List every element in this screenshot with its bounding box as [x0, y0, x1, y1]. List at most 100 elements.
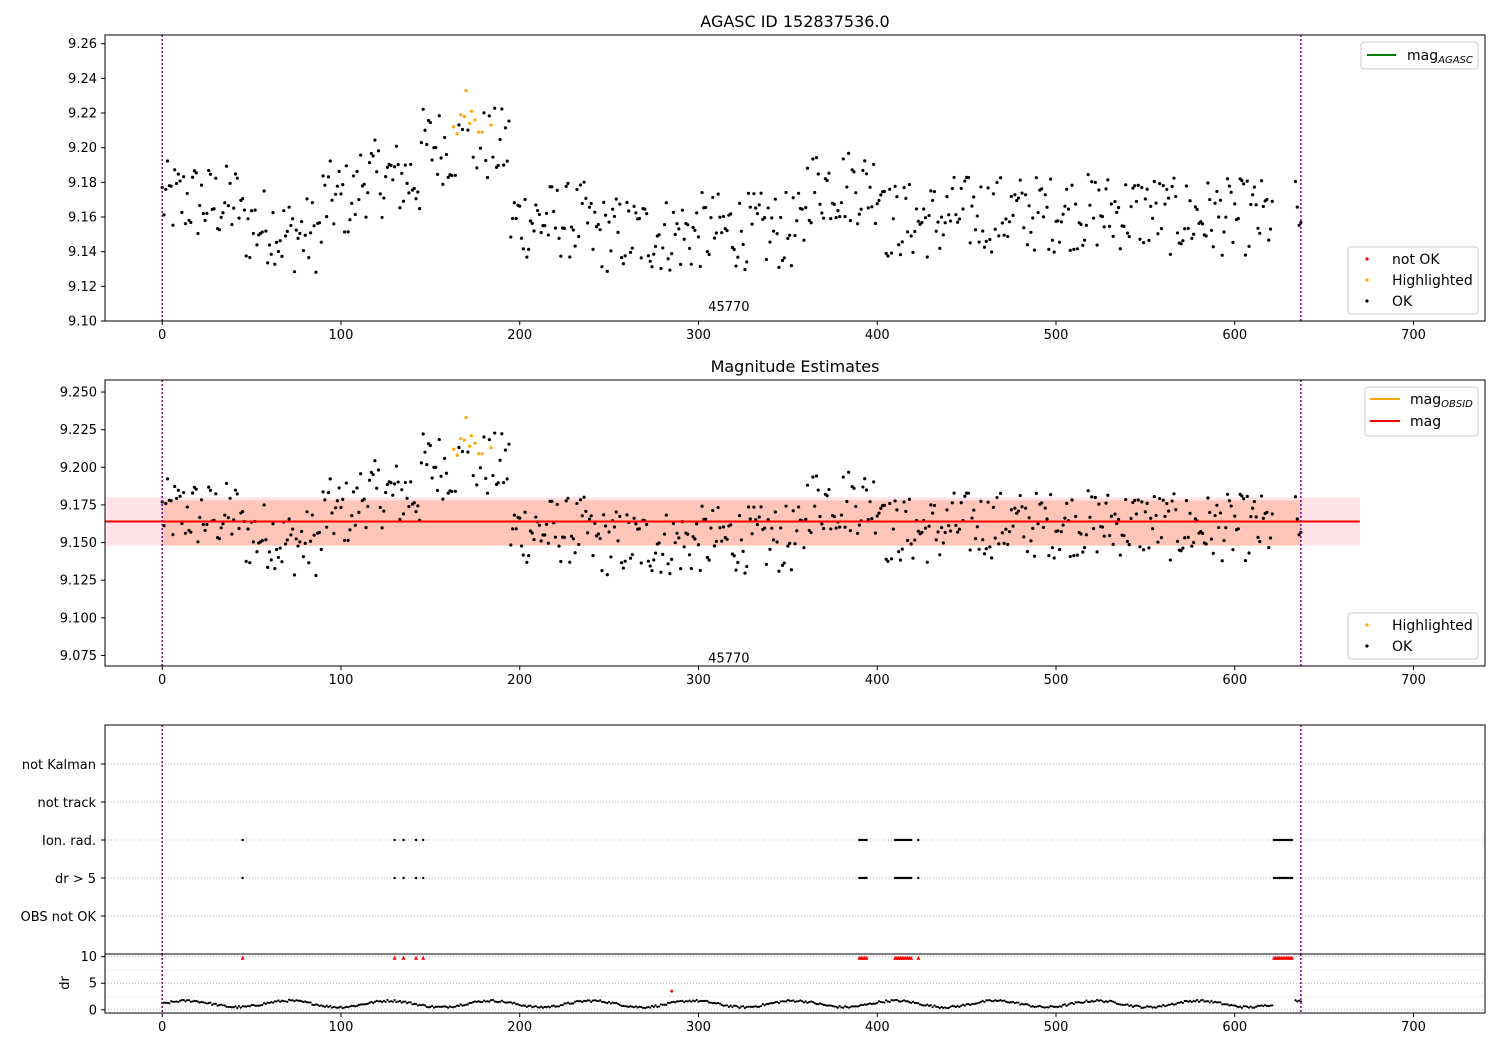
- dr-point: [652, 1005, 655, 1009]
- ok-point: [616, 230, 620, 234]
- ok-point: [811, 475, 815, 479]
- dr-point: [443, 1005, 446, 1008]
- dr-point: [198, 1001, 201, 1004]
- ok-point: [1122, 224, 1126, 228]
- ok-point: [505, 159, 509, 163]
- dr-point: [591, 999, 595, 1002]
- dr-point: [849, 1006, 852, 1009]
- ok-point: [412, 186, 416, 191]
- ok-point: [1192, 540, 1196, 545]
- ok-point: [695, 211, 699, 215]
- ok-point: [788, 541, 792, 545]
- dr-point: [641, 1006, 645, 1009]
- ok-point: [1243, 558, 1248, 563]
- ok-point: [446, 175, 450, 179]
- dr-point: [209, 1001, 212, 1004]
- dr-point: [413, 1002, 416, 1006]
- ok-point: [453, 489, 457, 493]
- ok-point: [882, 189, 886, 194]
- dr-point: [275, 1000, 278, 1003]
- ok-point: [670, 252, 674, 256]
- ok-point: [693, 228, 697, 232]
- y-tick-label: 9.075: [60, 649, 97, 664]
- ok-point: [1049, 177, 1053, 181]
- dr-point: [488, 1000, 491, 1003]
- ok-point: [527, 554, 531, 558]
- ok-point: [1029, 230, 1033, 234]
- dr-point: [865, 1003, 868, 1006]
- dr-point: [802, 1001, 806, 1004]
- dr-point: [1094, 1000, 1097, 1003]
- ok-point: [353, 523, 357, 527]
- ok-point: [355, 486, 359, 490]
- ok-point: [1258, 231, 1262, 235]
- y-tick-label: 9.16: [68, 211, 97, 226]
- dr-point: [318, 1004, 321, 1008]
- ok-point: [852, 486, 856, 490]
- ok-point: [1243, 253, 1248, 257]
- ok-point: [682, 545, 686, 549]
- dr-point: [994, 999, 997, 1002]
- dr-point: [768, 1002, 772, 1005]
- ok-point: [587, 205, 592, 209]
- ok-point: [979, 499, 983, 503]
- highlighted-point: [489, 446, 493, 450]
- ok-point: [847, 470, 851, 474]
- ok-point: [346, 538, 350, 543]
- ok-point: [1172, 176, 1176, 180]
- dr-point: [1294, 999, 1297, 1002]
- ok-point: [1140, 500, 1144, 504]
- dr-point: [634, 1005, 638, 1008]
- ok-point: [1070, 498, 1074, 502]
- ok-point: [1249, 202, 1253, 207]
- dr-point: [436, 1005, 439, 1008]
- highlighted-point: [477, 452, 481, 456]
- ok-point: [1084, 533, 1088, 537]
- ok-point: [998, 491, 1003, 496]
- ok-point: [855, 222, 860, 226]
- dr-point: [1169, 1003, 1172, 1006]
- ok-point: [988, 545, 992, 549]
- ok-point: [224, 164, 229, 168]
- dr-point: [958, 1005, 961, 1009]
- dr-point: [892, 999, 895, 1002]
- ok-point: [1165, 187, 1169, 192]
- dr-point: [225, 1005, 228, 1008]
- ok-point: [1184, 499, 1189, 503]
- ok-point: [1204, 234, 1208, 238]
- ok-point: [412, 501, 416, 505]
- ok-point: [444, 152, 449, 157]
- dr-point: [254, 1004, 257, 1007]
- ok-point: [539, 539, 543, 543]
- flag-point: [1290, 876, 1294, 880]
- ok-point: [205, 211, 209, 216]
- dr-point: [783, 1000, 786, 1003]
- ok-point: [248, 255, 252, 260]
- ok-point: [1165, 501, 1169, 506]
- dr-point: [961, 1003, 965, 1006]
- ok-point: [446, 491, 450, 495]
- ok-point: [389, 481, 393, 485]
- ok-point: [1254, 515, 1258, 519]
- dr-point: [1217, 1001, 1220, 1004]
- ok-point: [941, 233, 945, 237]
- dr-point: [945, 1006, 949, 1010]
- ok-point: [822, 216, 826, 220]
- ok-point: [1081, 550, 1085, 554]
- y-tick-label: 5: [89, 977, 97, 992]
- ok-point: [228, 181, 232, 185]
- ok-point: [571, 537, 575, 541]
- dr-point: [345, 1005, 348, 1008]
- ok-point: [325, 215, 329, 219]
- ok-point: [639, 561, 643, 565]
- dr-point: [1226, 1003, 1229, 1006]
- ok-point: [1040, 501, 1044, 505]
- dr-point: [1185, 999, 1188, 1003]
- dr-point: [1072, 1002, 1075, 1006]
- ok-point: [1186, 226, 1190, 230]
- legend-not-ok: not OK: [1392, 252, 1440, 268]
- ok-point: [1127, 235, 1131, 239]
- dr-point: [1133, 1004, 1136, 1008]
- ok-point: [1158, 496, 1162, 501]
- dr-point: [700, 999, 704, 1003]
